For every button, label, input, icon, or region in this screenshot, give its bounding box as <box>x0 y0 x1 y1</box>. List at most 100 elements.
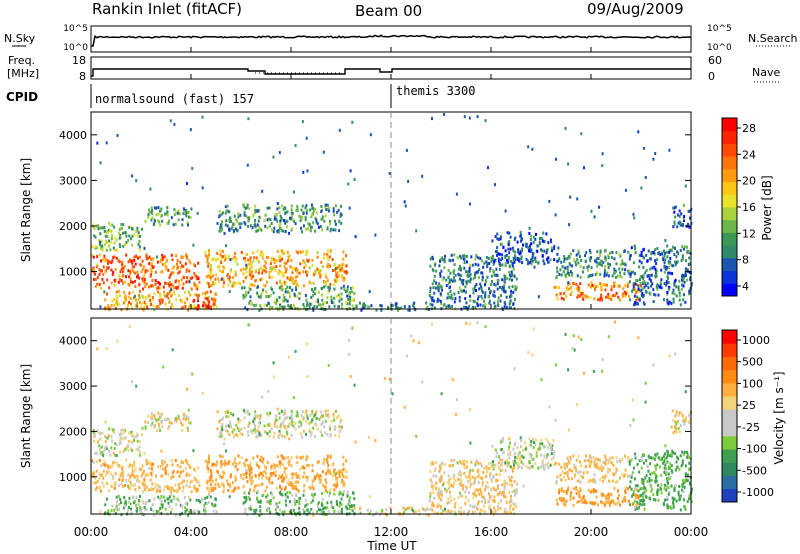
heatmap-cell <box>435 474 438 478</box>
heatmap-cell <box>500 263 503 267</box>
heatmap-cell <box>277 230 280 234</box>
heatmap-cell <box>177 488 179 492</box>
heatmap-cell <box>95 282 98 286</box>
heatmap-cell <box>193 476 196 480</box>
heatmap-cell <box>123 496 126 499</box>
heatmap-cell <box>182 479 185 483</box>
heatmap-cell <box>633 303 636 307</box>
heatmap-cell <box>500 447 503 451</box>
heatmap-cell <box>471 263 474 267</box>
heatmap-cell <box>204 254 207 258</box>
heatmap-cell <box>122 471 125 474</box>
heatmap-cell <box>667 266 670 270</box>
heatmap-cell <box>305 420 308 424</box>
heatmap-cell <box>528 247 531 250</box>
heatmap-cell <box>508 306 511 310</box>
heatmap-cell <box>668 300 671 304</box>
heatmap-cell <box>440 285 443 289</box>
heatmap-cell <box>667 281 670 284</box>
heatmap-cell <box>584 260 587 264</box>
heatmap-cell <box>514 493 517 497</box>
heatmap-cell <box>148 255 151 259</box>
heatmap-cell <box>660 483 663 487</box>
heatmap-cell <box>469 280 472 284</box>
heatmap-cell <box>168 219 170 223</box>
heatmap-cell <box>124 295 127 299</box>
heatmap-cell <box>503 305 506 309</box>
heatmap-cell <box>594 285 597 289</box>
heatmap-cell <box>636 302 639 305</box>
heatmap-cell <box>431 303 434 307</box>
heatmap-cell <box>321 420 324 424</box>
heatmap-cell <box>447 487 450 491</box>
heatmap-cell <box>683 245 686 249</box>
heatmap-cell <box>320 205 323 208</box>
heatmap-cell <box>441 288 443 292</box>
heatmap-cell <box>169 511 172 515</box>
heatmap-cell <box>464 495 467 499</box>
heatmap-cell <box>141 480 144 484</box>
heatmap-cell <box>244 290 247 294</box>
heatmap-cell <box>244 222 247 226</box>
heatmap-cell <box>158 425 161 429</box>
heatmap-cell <box>599 282 602 285</box>
heatmap-cell <box>542 464 545 468</box>
heatmap-cell <box>480 271 483 275</box>
heatmap-cell <box>143 300 146 304</box>
heatmap-cell <box>142 490 145 494</box>
heatmap-cell <box>231 489 234 493</box>
heatmap-cell <box>442 276 445 280</box>
heatmap-cell <box>433 291 436 295</box>
heatmap-cell <box>186 502 189 506</box>
heatmap-cell <box>105 240 108 243</box>
heatmap-cell <box>688 256 691 260</box>
heatmap-cell <box>589 501 592 505</box>
heatmap-cell <box>114 236 117 240</box>
heatmap-cell <box>342 463 345 466</box>
heatmap-cell <box>236 434 239 438</box>
heatmap-cell <box>553 450 556 454</box>
heatmap-cell <box>282 435 285 439</box>
heatmap-cell <box>127 508 129 512</box>
heatmap-cell <box>96 479 99 483</box>
heatmap-cell <box>294 502 297 506</box>
heatmap-cell <box>160 500 163 503</box>
heatmap-cell <box>496 237 499 241</box>
heatmap-cell <box>98 268 101 272</box>
heatmap-cell <box>688 497 691 501</box>
heatmap-cell <box>469 477 472 481</box>
heatmap-cell <box>262 474 265 477</box>
heatmap-cell <box>547 465 550 469</box>
heatmap-cell <box>609 295 612 299</box>
heatmap-cell <box>251 475 253 479</box>
heatmap-cell <box>341 266 344 270</box>
heatmap-cell <box>468 266 471 270</box>
heatmap-cell <box>405 148 408 152</box>
heatmap-cell <box>520 460 523 464</box>
heatmap-cell <box>436 511 439 515</box>
heatmap-cell <box>432 286 435 290</box>
heatmap-cell <box>265 500 268 504</box>
heatmap-cell <box>311 412 314 415</box>
heatmap-cell <box>130 280 132 284</box>
heatmap-cell <box>286 456 289 460</box>
heatmap-cell <box>280 228 283 232</box>
heatmap-cell <box>611 274 614 278</box>
beam-title: Beam 00 <box>355 2 422 20</box>
heatmap-cell <box>335 271 338 275</box>
heatmap-cell <box>678 220 681 224</box>
heatmap-cell <box>174 222 177 226</box>
heatmap-cell <box>447 304 450 308</box>
heatmap-cell <box>150 424 153 428</box>
heatmap-cell <box>320 287 323 290</box>
heatmap-cell <box>256 291 259 295</box>
heatmap-cell <box>460 472 463 476</box>
heatmap-cell <box>123 296 126 300</box>
heatmap-cell <box>141 227 143 231</box>
heatmap-cell <box>562 475 565 479</box>
heatmap-cell <box>153 425 156 429</box>
heatmap-cell <box>499 506 502 510</box>
heatmap-cell <box>211 297 214 301</box>
heatmap-cell <box>426 507 429 511</box>
heatmap-cell <box>262 493 265 497</box>
